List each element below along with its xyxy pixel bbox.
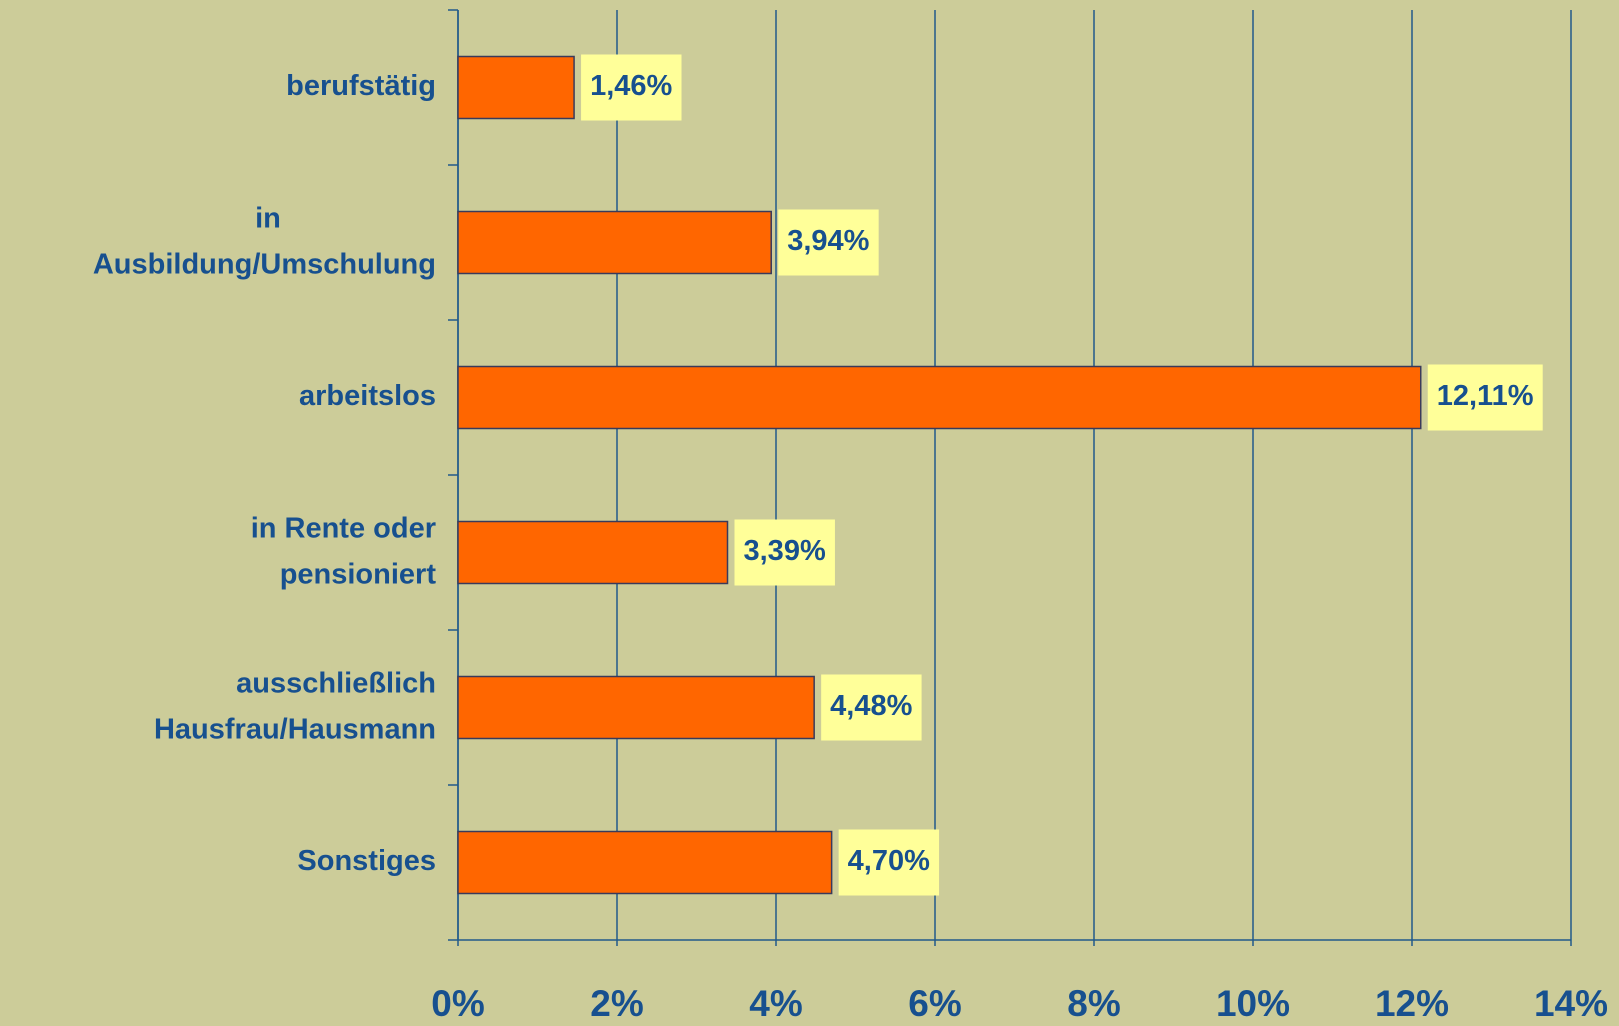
- y-tick-label: berufstätig: [286, 70, 436, 102]
- x-tick-label: 14%: [1534, 983, 1608, 1024]
- bar: [457, 210, 772, 275]
- value-label: 4,70%: [848, 845, 930, 877]
- value-label-box: [1427, 364, 1543, 431]
- x-tick-label: 12%: [1375, 983, 1449, 1024]
- value-label-box: [734, 519, 835, 586]
- x-tick-label: 8%: [1067, 983, 1120, 1024]
- y-tick-label: in Ausbildung/Umschulung: [93, 202, 436, 280]
- value-label: 3,39%: [744, 535, 826, 567]
- value-label-box: [581, 54, 682, 121]
- bar: [457, 365, 1422, 430]
- x-tick-label: 10%: [1216, 983, 1290, 1024]
- value-label: 4,48%: [830, 690, 912, 722]
- value-label-box: [778, 209, 879, 276]
- x-tick-label: 4%: [749, 983, 802, 1024]
- y-tick-label: arbeitslos: [299, 380, 436, 412]
- y-tick-label: ausschließlich Hausfrau/Hausmann: [154, 667, 436, 745]
- x-tick-label: 6%: [908, 983, 961, 1024]
- y-tick-label: Sonstiges: [297, 845, 436, 877]
- value-label: 1,46%: [590, 70, 672, 102]
- bar: [457, 55, 575, 120]
- value-label-box: [838, 829, 940, 896]
- x-tick-label: 0%: [431, 983, 484, 1024]
- y-tick-label: in Rente oder pensioniert: [251, 512, 437, 590]
- value-label-box: [821, 674, 922, 741]
- bar: [457, 830, 833, 895]
- bar: [457, 675, 815, 740]
- bar: [457, 520, 729, 585]
- value-label: 12,11%: [1437, 380, 1534, 412]
- value-label: 3,94%: [787, 225, 869, 257]
- x-tick-label: 2%: [590, 983, 643, 1024]
